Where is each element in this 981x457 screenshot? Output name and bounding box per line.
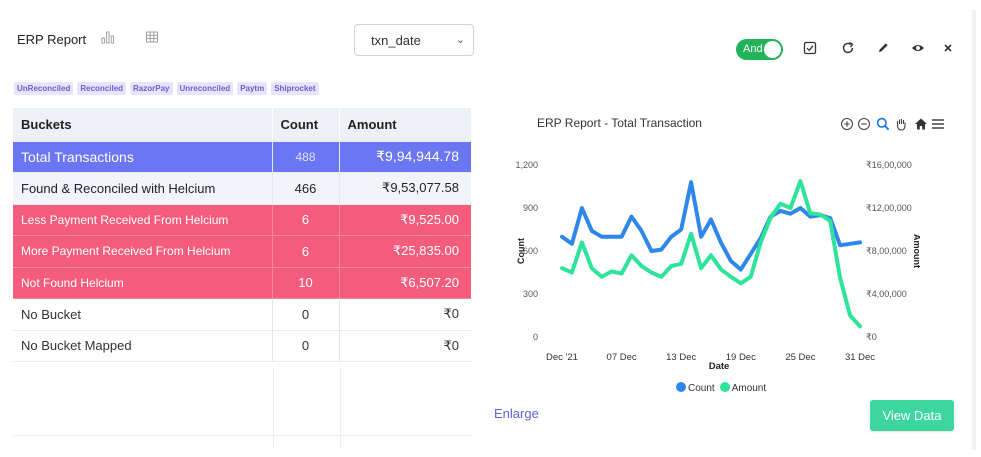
table-row[interactable]: Found & Reconciled with Helcium 466 ₹9,5… — [13, 172, 471, 205]
table-row[interactable]: No Bucket Mapped 0 ₹0 — [13, 330, 471, 362]
selection-zoom-icon[interactable] — [876, 117, 890, 131]
y-left-tick-label: 1,200 — [515, 160, 538, 170]
chart-title: ERP Report - Total Transaction — [537, 116, 702, 130]
pencil-icon[interactable] — [876, 41, 892, 57]
bucket-count: 6 — [271, 204, 339, 236]
series-line-amount — [560, 179, 862, 329]
enlarge-link[interactable]: Enlarge — [494, 406, 539, 421]
column-header-count[interactable]: Count — [271, 108, 339, 142]
filter-tag[interactable]: Unreconciled — [176, 82, 234, 95]
toggle-knob — [764, 41, 781, 58]
scrollbar[interactable] — [972, 10, 976, 450]
filter-tag[interactable]: RazorPay — [130, 82, 173, 95]
bucket-amount: ₹0 — [338, 298, 471, 331]
filter-tag[interactable]: Paytm — [237, 82, 268, 95]
checkbox-icon[interactable] — [803, 41, 819, 57]
home-icon[interactable] — [914, 117, 928, 131]
bucket-amount: ₹25,835.00 — [338, 235, 471, 268]
x-tick-label: 31 Dec — [845, 352, 875, 363]
table-row[interactable]: No Bucket 0 ₹0 — [13, 298, 471, 331]
column-header-buckets[interactable]: Buckets — [13, 108, 272, 142]
bucket-name: No Bucket — [13, 298, 272, 331]
menu-icon[interactable] — [931, 117, 945, 131]
table-icon[interactable] — [145, 30, 159, 44]
view-data-button[interactable]: View Data — [870, 400, 954, 431]
y-right-tick-label: ₹4,00,000 — [866, 289, 907, 299]
y-left-tick-label: 600 — [523, 246, 538, 256]
line-chart: 0 300 600 900 1,200 ₹0 ₹4,00,000 ₹8,00,000 ₹12,0… — [515, 160, 920, 372]
bucket-amount: ₹9,525.00 — [338, 204, 471, 236]
bucket-amount: ₹9,94,944.78 — [338, 141, 471, 173]
x-tick-label: 07 Dec — [607, 352, 637, 363]
y-right-tick-label: ₹8,00,000 — [866, 246, 907, 256]
table-row[interactable]: Less Payment Received From Helcium 6 ₹9,… — [13, 204, 471, 236]
bucket-name: More Payment Received From Helcium — [13, 235, 272, 268]
x-tick-label: 19 Dec — [726, 352, 756, 363]
x-axis-label: Date — [709, 361, 730, 372]
table-row[interactable]: More Payment Received From Helcium 6 ₹25… — [13, 235, 471, 268]
y-right-tick-label: ₹16,00,000 — [866, 160, 912, 170]
bucket-name: Not Found Helcium — [13, 267, 272, 299]
y-left-tick-label: 900 — [523, 203, 538, 213]
report-title: ERP Report — [17, 32, 87, 47]
bucket-name: Found & Reconciled with Helcium — [13, 172, 272, 205]
bucket-count: 0 — [271, 298, 339, 331]
bucket-count: 6 — [271, 235, 339, 268]
filter-tag[interactable]: UnReconciled — [14, 82, 74, 95]
x-tick-label: 25 Dec — [785, 352, 815, 363]
y-left-tick-label: 0 — [533, 332, 538, 342]
date-field-select[interactable]: txn_date ⌄ — [354, 24, 474, 56]
buckets-table: Buckets Count Amount Total Transactions … — [13, 108, 471, 362]
filter-tag[interactable]: Reconciled — [77, 82, 127, 95]
bucket-amount: ₹6,507.20 — [338, 267, 471, 299]
chevron-down-icon: ⌄ — [455, 34, 465, 46]
zoom-out-icon[interactable] — [857, 117, 871, 131]
bucket-amount: ₹0 — [338, 330, 471, 362]
select-value: txn_date — [371, 33, 421, 48]
x-tick-label: Dec '21 — [546, 352, 578, 363]
y-right-tick-label: ₹12,00,000 — [866, 203, 912, 213]
table-header-row: Buckets Count Amount — [13, 108, 471, 142]
table-row[interactable]: Total Transactions 488 ₹9,94,944.78 — [13, 141, 471, 173]
y-left-axis-label: Count — [516, 238, 526, 264]
chart-legend: Count Amount — [676, 382, 766, 394]
refresh-icon[interactable] — [841, 41, 857, 57]
bucket-amount: ₹9,53,077.58 — [338, 172, 471, 205]
table-divider — [13, 435, 471, 436]
and-or-toggle[interactable]: And — [736, 39, 783, 60]
close-icon[interactable] — [941, 41, 957, 57]
table-divider — [340, 368, 341, 448]
bucket-count: 10 — [271, 267, 339, 299]
x-tick-label: 13 Dec — [666, 352, 696, 363]
y-right-tick-label: ₹0 — [866, 332, 877, 342]
y-right-axis-label: Amount — [912, 234, 920, 268]
y-left-tick-label: 300 — [523, 289, 538, 299]
eye-icon[interactable] — [911, 41, 927, 57]
bucket-name: Total Transactions — [13, 141, 272, 173]
filter-tags: UnReconciled Reconciled RazorPay Unrecon… — [14, 82, 319, 95]
legend-item-count[interactable]: Count — [676, 382, 715, 394]
table-divider — [273, 368, 274, 448]
table-row[interactable]: Not Found Helcium 10 ₹6,507.20 — [13, 267, 471, 299]
zoom-in-icon[interactable] — [840, 117, 854, 131]
bucket-name: No Bucket Mapped — [13, 330, 272, 362]
series-line-count — [560, 180, 862, 272]
bucket-count: 0 — [271, 330, 339, 362]
bucket-count: 466 — [271, 172, 339, 205]
bucket-count: 488 — [271, 141, 339, 173]
bucket-name: Less Payment Received From Helcium — [13, 204, 272, 236]
legend-item-amount[interactable]: Amount — [719, 382, 766, 394]
toggle-label: And — [743, 43, 763, 55]
pan-hand-icon[interactable] — [894, 117, 908, 131]
filter-tag[interactable]: Shiprocket — [271, 82, 319, 95]
column-header-amount[interactable]: Amount — [338, 108, 471, 142]
bar-chart-icon[interactable] — [101, 30, 115, 44]
